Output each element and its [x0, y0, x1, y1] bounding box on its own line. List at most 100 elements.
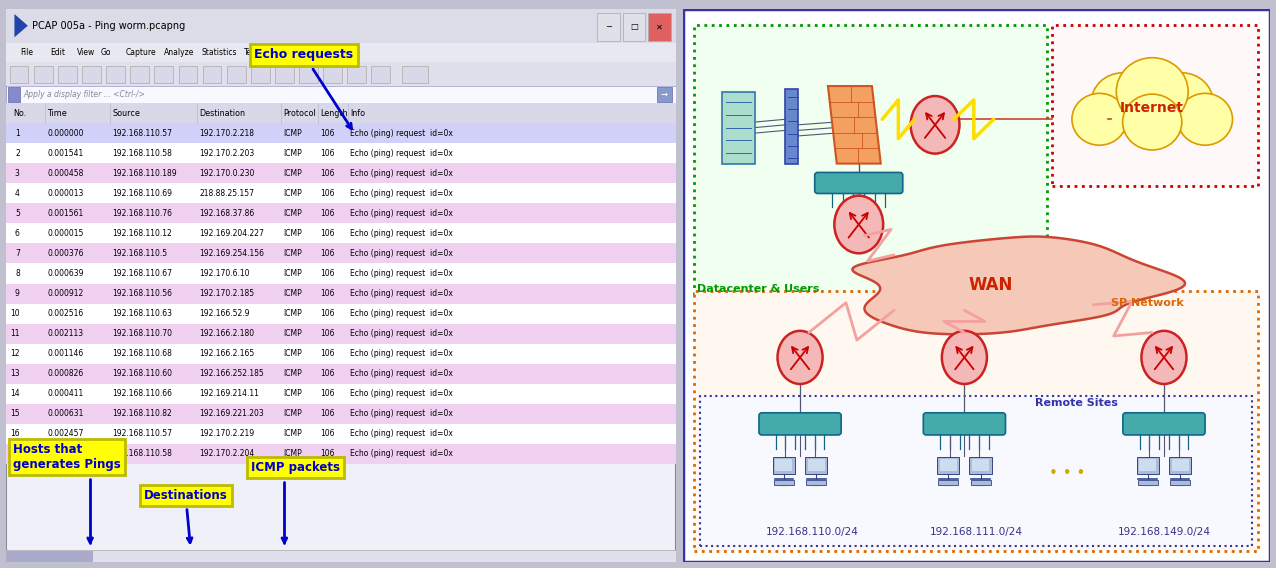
- Text: 192.169.214.11: 192.169.214.11: [199, 389, 259, 398]
- Text: Time: Time: [47, 108, 68, 118]
- FancyBboxPatch shape: [6, 303, 676, 324]
- Text: Echo requests: Echo requests: [254, 48, 353, 129]
- Text: 5: 5: [15, 209, 20, 218]
- Text: 0.000411: 0.000411: [47, 389, 83, 398]
- Text: 106: 106: [320, 349, 334, 358]
- FancyBboxPatch shape: [694, 25, 1046, 296]
- Bar: [940, 459, 957, 471]
- Circle shape: [1150, 73, 1213, 132]
- Text: ICMP: ICMP: [283, 169, 302, 178]
- FancyBboxPatch shape: [371, 65, 390, 83]
- Text: Echo (ping) request  id=0x: Echo (ping) request id=0x: [350, 449, 453, 458]
- Text: 192.168.110.67: 192.168.110.67: [112, 269, 172, 278]
- FancyBboxPatch shape: [6, 62, 676, 86]
- Bar: [1139, 459, 1156, 471]
- Text: 192.168.110.56: 192.168.110.56: [112, 289, 172, 298]
- Circle shape: [1091, 73, 1155, 132]
- Text: 192.168.110.189: 192.168.110.189: [112, 169, 177, 178]
- Text: 106: 106: [320, 129, 334, 137]
- Text: 106: 106: [320, 449, 334, 458]
- FancyBboxPatch shape: [57, 65, 77, 83]
- Ellipse shape: [777, 331, 823, 384]
- FancyBboxPatch shape: [34, 65, 52, 83]
- FancyBboxPatch shape: [82, 65, 101, 83]
- Text: 106: 106: [320, 189, 334, 198]
- Text: Echo (ping) request  id=0x: Echo (ping) request id=0x: [350, 369, 453, 378]
- Bar: [1138, 480, 1157, 485]
- Text: 0.002113: 0.002113: [47, 329, 83, 338]
- Text: →: →: [661, 90, 667, 99]
- Text: 192.169.221.203: 192.169.221.203: [199, 410, 264, 419]
- Text: 192.170.6.10: 192.170.6.10: [199, 269, 250, 278]
- Ellipse shape: [806, 480, 827, 486]
- FancyBboxPatch shape: [623, 13, 646, 41]
- Text: 0.000458: 0.000458: [47, 169, 84, 178]
- Bar: [970, 457, 991, 474]
- Ellipse shape: [1138, 480, 1157, 486]
- Text: PCAP 005a - Ping worm.pcapng: PCAP 005a - Ping worm.pcapng: [32, 20, 185, 31]
- FancyBboxPatch shape: [323, 65, 342, 83]
- FancyBboxPatch shape: [203, 65, 222, 83]
- Text: 106: 106: [320, 329, 334, 338]
- Text: SP Network: SP Network: [1111, 298, 1184, 307]
- FancyBboxPatch shape: [6, 424, 676, 444]
- FancyBboxPatch shape: [6, 43, 676, 62]
- FancyBboxPatch shape: [6, 203, 676, 223]
- FancyBboxPatch shape: [1053, 25, 1258, 186]
- Text: 0.000826: 0.000826: [47, 369, 83, 378]
- Text: 0.000376: 0.000376: [47, 249, 84, 258]
- Text: Wireless: Wireless: [290, 48, 322, 57]
- Text: Destination: Destination: [199, 108, 245, 118]
- Text: ICMP: ICMP: [283, 309, 302, 318]
- Text: ICMP: ICMP: [283, 129, 302, 137]
- FancyBboxPatch shape: [106, 65, 125, 83]
- Text: 192.168.110.70: 192.168.110.70: [112, 329, 172, 338]
- Text: Echo (ping) request  id=0x: Echo (ping) request id=0x: [350, 389, 453, 398]
- Text: 0.000631: 0.000631: [47, 410, 84, 419]
- FancyBboxPatch shape: [6, 324, 676, 344]
- Text: Echo (ping) request  id=0x: Echo (ping) request id=0x: [350, 209, 453, 218]
- Text: 192.170.2.219: 192.170.2.219: [199, 429, 254, 438]
- Bar: [773, 480, 794, 485]
- Text: 15: 15: [10, 410, 20, 419]
- Text: Echo (ping) request  id=0x: Echo (ping) request id=0x: [350, 329, 453, 338]
- Bar: [972, 459, 989, 471]
- Text: 106: 106: [320, 169, 334, 178]
- Bar: [1170, 480, 1191, 485]
- Text: 1: 1: [15, 129, 20, 137]
- Bar: [806, 480, 827, 485]
- Text: 106: 106: [320, 249, 334, 258]
- FancyBboxPatch shape: [130, 65, 149, 83]
- Text: ICMP: ICMP: [283, 429, 302, 438]
- Text: ICMP: ICMP: [283, 289, 302, 298]
- Text: ✕: ✕: [656, 22, 664, 31]
- Text: ICMP: ICMP: [283, 449, 302, 458]
- FancyBboxPatch shape: [6, 550, 676, 562]
- Text: 3: 3: [15, 169, 20, 178]
- Text: Internet: Internet: [1120, 101, 1184, 115]
- Text: Info: Info: [350, 108, 365, 118]
- Text: 192.168.110.63: 192.168.110.63: [112, 309, 172, 318]
- Bar: [808, 459, 824, 471]
- FancyBboxPatch shape: [6, 444, 676, 464]
- Text: 192.170.2.218: 192.170.2.218: [199, 129, 254, 137]
- Text: • • •: • • •: [1049, 466, 1086, 481]
- Text: 192.170.2.203: 192.170.2.203: [199, 149, 254, 158]
- FancyBboxPatch shape: [657, 87, 671, 102]
- Text: 16: 16: [10, 429, 20, 438]
- FancyBboxPatch shape: [694, 291, 1258, 551]
- FancyBboxPatch shape: [815, 173, 903, 194]
- Text: −: −: [605, 22, 612, 31]
- Bar: [1171, 459, 1188, 471]
- FancyBboxPatch shape: [347, 65, 366, 83]
- Text: 192.168.110.58: 192.168.110.58: [112, 149, 172, 158]
- Text: 106: 106: [320, 389, 334, 398]
- FancyBboxPatch shape: [1123, 413, 1205, 435]
- Text: 192.168.110.60: 192.168.110.60: [112, 369, 172, 378]
- FancyBboxPatch shape: [6, 163, 676, 183]
- Text: 192.168.110.57: 192.168.110.57: [112, 429, 172, 438]
- FancyBboxPatch shape: [402, 65, 429, 83]
- Text: ICMP: ICMP: [283, 149, 302, 158]
- Ellipse shape: [942, 331, 986, 384]
- Text: ICMP: ICMP: [283, 410, 302, 419]
